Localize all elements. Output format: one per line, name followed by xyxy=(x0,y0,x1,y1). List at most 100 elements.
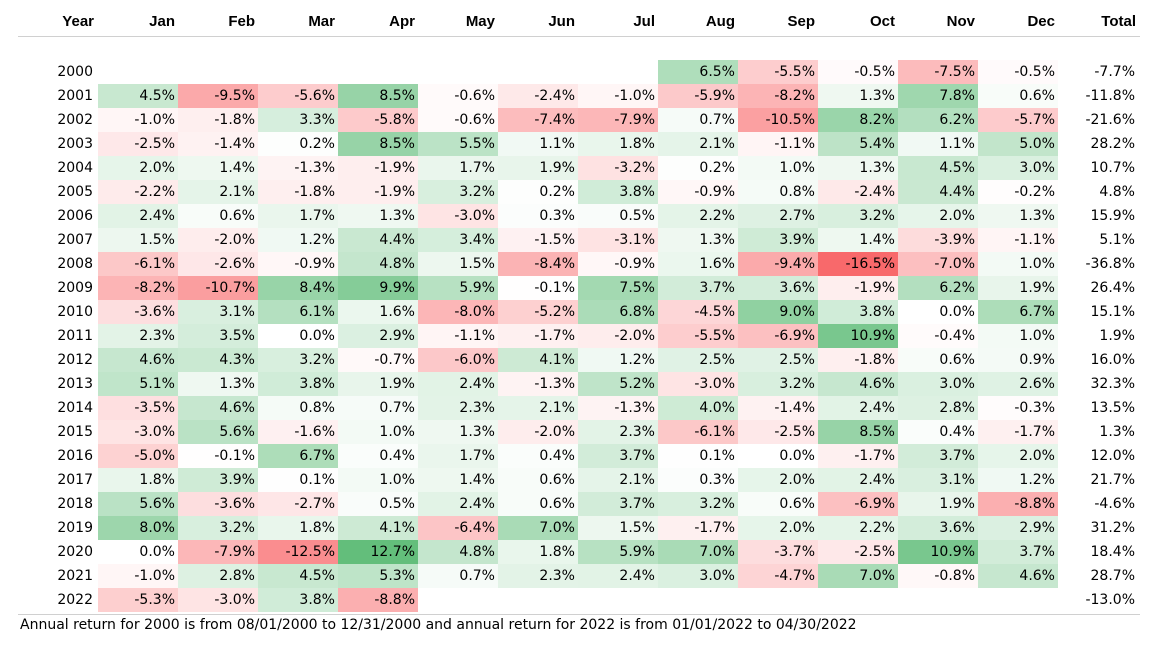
total-cell: 21.7% xyxy=(1090,472,1135,488)
return-cell-jan: 4.6% xyxy=(98,348,178,372)
return-cell-sep: -2.5% xyxy=(738,420,818,444)
return-cell-may: 1.4% xyxy=(418,468,498,492)
footer-rule xyxy=(18,614,1140,615)
return-cell-nov: 2.8% xyxy=(898,396,978,420)
return-cell-jul: -1.3% xyxy=(578,396,658,420)
return-cell-jun: -0.1% xyxy=(498,276,578,300)
year-label: 2014 xyxy=(57,400,93,416)
return-cell-nov: -0.4% xyxy=(898,324,978,348)
return-cell-jun: -1.7% xyxy=(498,324,578,348)
total-cell: -13.0% xyxy=(1085,592,1135,608)
return-cell-jul: 6.8% xyxy=(578,300,658,324)
return-cell-jun xyxy=(498,588,578,612)
column-header-oct: Oct xyxy=(869,13,895,30)
year-label: 2018 xyxy=(57,496,93,512)
year-label: 2016 xyxy=(57,448,93,464)
return-cell-may: 1.5% xyxy=(418,252,498,276)
return-cell-oct: -1.7% xyxy=(818,444,898,468)
return-cell-mar: -2.7% xyxy=(258,492,338,516)
return-cell-oct: -2.5% xyxy=(818,540,898,564)
table-row: 2005 -2.2% 2.1% -1.8% -1.9% 3.2% 0.2% 3.8% -0.9%… xyxy=(0,180,1172,204)
return-cell-dec: 3.0% xyxy=(978,156,1058,180)
return-cell-jul: 1.8% xyxy=(578,132,658,156)
return-cell-oct: 8.5% xyxy=(818,420,898,444)
return-cell-aug: -1.7% xyxy=(658,516,738,540)
return-cell-aug: 4.0% xyxy=(658,396,738,420)
total-cell: -7.7% xyxy=(1094,64,1135,80)
return-cell-dec: -0.2% xyxy=(978,180,1058,204)
return-cell-sep: -5.5% xyxy=(738,60,818,84)
return-cell-feb: -10.7% xyxy=(178,276,258,300)
return-cell-mar: 0.8% xyxy=(258,396,338,420)
return-cell-feb: 4.6% xyxy=(178,396,258,420)
return-cell-jan: 5.6% xyxy=(98,492,178,516)
table-row: 2019 8.0% 3.2% 1.8% 4.1% -6.4% 7.0% 1.5% -1.7% 2.… xyxy=(0,516,1172,540)
return-cell-jan: 5.1% xyxy=(98,372,178,396)
return-cell-oct: 3.2% xyxy=(818,204,898,228)
table-row: 2020 0.0% -7.9% -12.5% 12.7% 4.8% 1.8% 5.9% 7.0%… xyxy=(0,540,1172,564)
return-cell-feb xyxy=(178,60,258,84)
return-cell-jan: -3.0% xyxy=(98,420,178,444)
return-cell-dec: 5.0% xyxy=(978,132,1058,156)
return-cell-apr: 0.7% xyxy=(338,396,418,420)
year-label: 2017 xyxy=(57,472,93,488)
return-cell-feb: 5.6% xyxy=(178,420,258,444)
total-cell: 1.9% xyxy=(1099,328,1135,344)
return-cell-aug: 0.3% xyxy=(658,468,738,492)
return-cell-jan xyxy=(98,60,178,84)
total-cell: 15.1% xyxy=(1090,304,1135,320)
return-cell-aug: -6.1% xyxy=(658,420,738,444)
table-row: 2004 2.0% 1.4% -1.3% -1.9% 1.7% 1.9% -3.2% 0.2% 1… xyxy=(0,156,1172,180)
table-row: 2018 5.6% -3.6% -2.7% 0.5% 2.4% 0.6% 3.7% 3.2% 0.… xyxy=(0,492,1172,516)
return-cell-nov: 3.7% xyxy=(898,444,978,468)
return-cell-may: 2.4% xyxy=(418,372,498,396)
return-cell-jan: 4.5% xyxy=(98,84,178,108)
total-cell: 16.0% xyxy=(1090,352,1135,368)
return-cell-nov: 3.0% xyxy=(898,372,978,396)
table-row: 2007 1.5% -2.0% 1.2% 4.4% 3.4% -1.5% -3.1% 1.3% 3… xyxy=(0,228,1172,252)
return-cell-apr: -8.8% xyxy=(338,588,418,612)
return-cell-may: 1.7% xyxy=(418,156,498,180)
return-cell-jul: 1.5% xyxy=(578,516,658,540)
total-cell: 28.2% xyxy=(1090,136,1135,152)
return-cell-jan: -1.0% xyxy=(98,564,178,588)
return-cell-may: 3.2% xyxy=(418,180,498,204)
return-cell-dec: -1.7% xyxy=(978,420,1058,444)
column-header-jul: Jul xyxy=(633,13,655,30)
return-cell-jan: 1.5% xyxy=(98,228,178,252)
year-label: 2003 xyxy=(57,136,93,152)
return-cell-jul: -0.9% xyxy=(578,252,658,276)
return-cell-jan: 2.3% xyxy=(98,324,178,348)
return-cell-oct: -0.5% xyxy=(818,60,898,84)
return-cell-mar: 1.7% xyxy=(258,204,338,228)
total-cell: 12.0% xyxy=(1090,448,1135,464)
return-cell-nov: 3.6% xyxy=(898,516,978,540)
return-cell-oct: -6.9% xyxy=(818,492,898,516)
return-cell-jun: 0.6% xyxy=(498,492,578,516)
return-cell-jan: -2.5% xyxy=(98,132,178,156)
year-label: 2004 xyxy=(57,160,93,176)
return-cell-jun: -2.0% xyxy=(498,420,578,444)
return-cell-jan: -2.2% xyxy=(98,180,178,204)
return-cell-oct: 2.4% xyxy=(818,468,898,492)
column-header-sep: Sep xyxy=(787,13,815,30)
return-cell-dec: 4.6% xyxy=(978,564,1058,588)
return-cell-jun: 0.3% xyxy=(498,204,578,228)
return-cell-may: 3.4% xyxy=(418,228,498,252)
return-cell-nov: 4.5% xyxy=(898,156,978,180)
return-cell-apr: 1.0% xyxy=(338,468,418,492)
return-cell-jan: -6.1% xyxy=(98,252,178,276)
return-cell-may xyxy=(418,60,498,84)
return-cell-oct: 2.4% xyxy=(818,396,898,420)
return-cell-feb: 4.3% xyxy=(178,348,258,372)
return-cell-feb: -1.8% xyxy=(178,108,258,132)
header-rule xyxy=(18,36,1140,37)
table-row: 2016 -5.0% -0.1% 6.7% 0.4% 1.7% 0.4% 3.7% 0.1% 0.… xyxy=(0,444,1172,468)
return-cell-oct: 4.6% xyxy=(818,372,898,396)
return-cell-nov: -7.5% xyxy=(898,60,978,84)
return-cell-feb: 3.1% xyxy=(178,300,258,324)
return-cell-oct xyxy=(818,588,898,612)
year-label: 2009 xyxy=(57,280,93,296)
return-cell-apr: 4.4% xyxy=(338,228,418,252)
return-cell-sep: -3.7% xyxy=(738,540,818,564)
